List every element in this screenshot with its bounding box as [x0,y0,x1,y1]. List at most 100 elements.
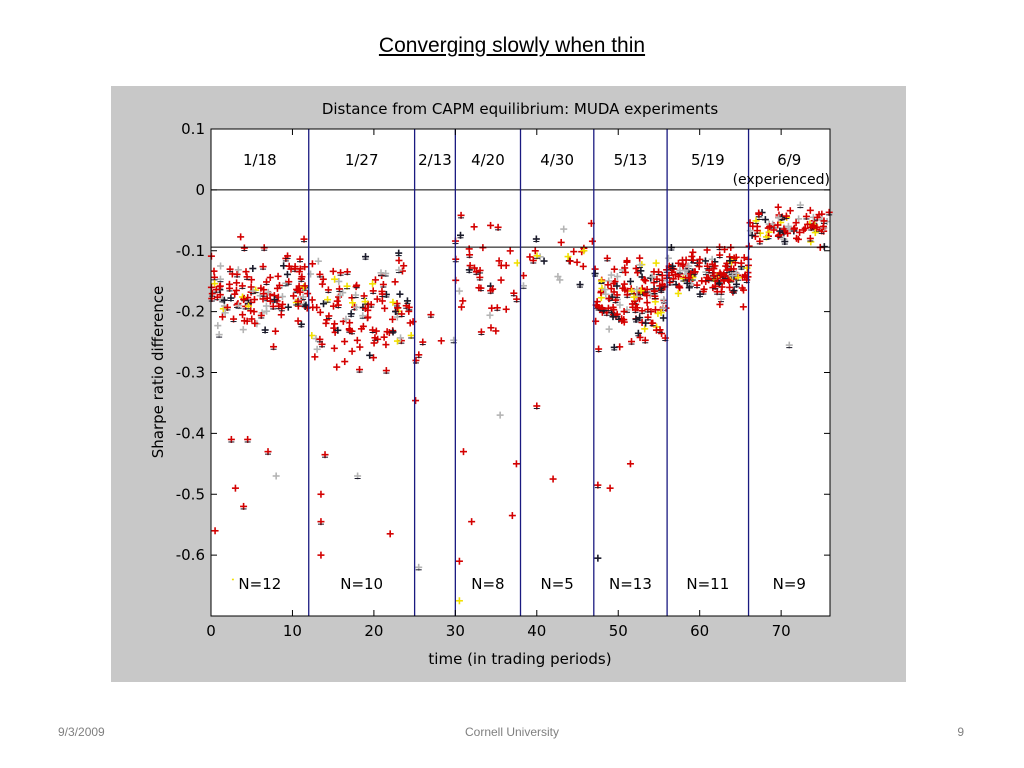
x-tick-label: 10 [283,622,302,640]
data-point [781,238,789,246]
data-point [601,286,609,294]
data-point [613,272,621,280]
data-point [633,285,641,293]
data-point [371,276,379,284]
data-point [378,297,386,305]
data-point [353,281,361,289]
data-point [800,226,808,234]
data-point [243,273,251,281]
data-point [242,268,250,276]
scatter-chart: Distance from CAPM equilibrium: MUDA exp… [149,100,833,668]
x-tick-label: 20 [364,622,383,640]
data-point [216,275,224,283]
data-point [394,304,402,312]
data-point [275,302,283,310]
session-label: 1/18 [243,151,277,169]
data-point [492,327,500,335]
data-point [628,287,636,295]
data-point [336,291,344,299]
data-point [519,282,527,290]
data-point [774,232,782,240]
data-point [674,259,682,267]
data-point [652,259,660,267]
data-point [531,247,539,255]
data-point [628,338,636,346]
data-point [239,311,247,319]
y-tick-label: 0.1 [181,120,205,138]
data-point [650,279,658,287]
data-point [648,273,656,281]
session-labels: 1/18 N=12 1/27 N=10 2/13 4/20 N=8 4/30 N=5 5/13 N=… [233,151,830,594]
data-point [316,308,324,316]
data-point [654,309,662,317]
data-point [321,451,329,459]
x-axis-label: time (in trading periods) [428,650,611,668]
session-dividers [308,129,750,616]
data-point [240,244,248,252]
data-point [317,518,325,526]
data-point [520,272,528,280]
data-point [794,235,802,243]
data-point [685,284,693,292]
data-point [270,343,278,351]
data-point [369,287,377,295]
data-point [721,272,729,280]
session-label: 4/30 [540,151,574,169]
data-point [804,220,812,228]
data-point [271,296,279,304]
footer-organization: Cornell University [464,725,560,739]
data-point [216,282,224,290]
data-point [457,211,465,219]
data-point [628,300,636,308]
data-point [308,332,316,340]
data-point [342,315,350,323]
data-point [487,221,495,229]
n-label-backing [233,572,286,594]
y-axis-label: Sharpe ratio difference [149,286,167,459]
data-point [470,264,478,272]
data-point [398,267,406,275]
data-point [341,358,349,366]
data-point [701,257,709,265]
data-point [457,303,465,311]
data-point [508,512,516,520]
data-point [352,291,360,299]
data-point [784,229,792,237]
y-tick-label: -0.3 [176,364,205,382]
data-point [322,319,330,327]
data-point [529,256,537,264]
data-point [317,490,325,498]
data-point [632,264,640,272]
data-point [389,298,397,306]
data-point [640,276,648,284]
data-point [557,238,565,246]
data-point [415,563,423,571]
data-point [239,326,247,334]
data-point [251,319,259,327]
data-point [370,339,378,347]
page-number: 9 [957,725,964,739]
data-point [487,324,495,332]
data-point [360,292,368,300]
data-point [349,299,357,307]
data-point [740,254,748,262]
data-point [486,311,494,319]
session-n-label: N=13 [609,575,652,593]
data-point [475,284,483,292]
data-point [392,308,400,316]
data-point [669,275,677,283]
data-point [271,327,279,335]
data-point [726,257,734,265]
data-point [330,344,338,352]
data-point [594,554,602,562]
data-point [313,345,321,353]
data-point [610,265,618,273]
data-point [656,282,664,290]
data-point [348,327,356,335]
data-point [631,306,639,314]
data-point [497,276,505,284]
data-point [487,287,495,295]
data-point [237,233,245,241]
session-n-label: N=8 [471,575,504,593]
data-point [792,219,800,227]
